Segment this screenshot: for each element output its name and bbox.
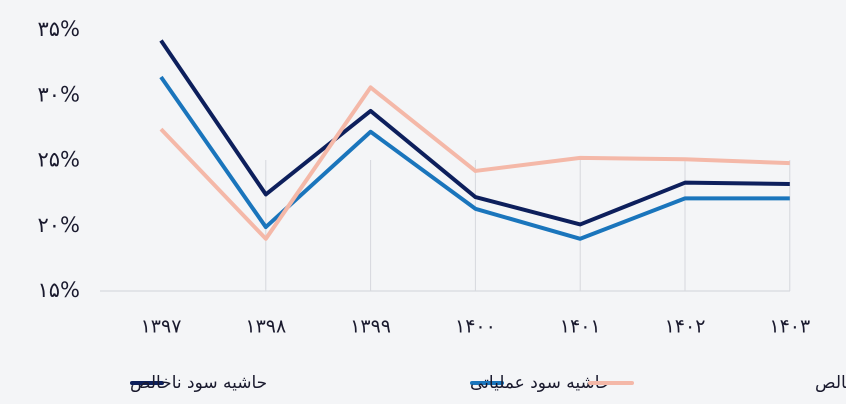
x-tick-label: ۱۳۹۸ [245, 316, 286, 338]
legend-label: حاشیه سود ناخالص [130, 373, 267, 393]
y-tick-label: ۲۰% [37, 213, 80, 237]
series-line [159, 85, 790, 241]
x-tick-label: ۱۴۰۲ [665, 316, 706, 338]
y-tick-label: ۳۰% [37, 82, 80, 106]
x-tick-label: ۱۴۰۳ [769, 316, 810, 338]
y-tick-label: ۲۵% [37, 148, 80, 172]
x-tick-label: ۱۳۹۹ [350, 316, 391, 338]
legend-label: حاشیه سود عملیاتی [470, 373, 610, 393]
legend-label: حاشیه سود خالص [815, 373, 846, 393]
x-tick-label: ۱۳۹۷ [141, 316, 182, 338]
series-line [159, 75, 790, 241]
y-tick-label: ۱۵% [37, 278, 80, 302]
y-tick-label: ۳۵% [37, 17, 80, 41]
x-tick-label: ۱۴۰۱ [560, 316, 601, 338]
series-line [159, 39, 790, 227]
x-tick-label: ۱۴۰۰ [455, 316, 496, 338]
